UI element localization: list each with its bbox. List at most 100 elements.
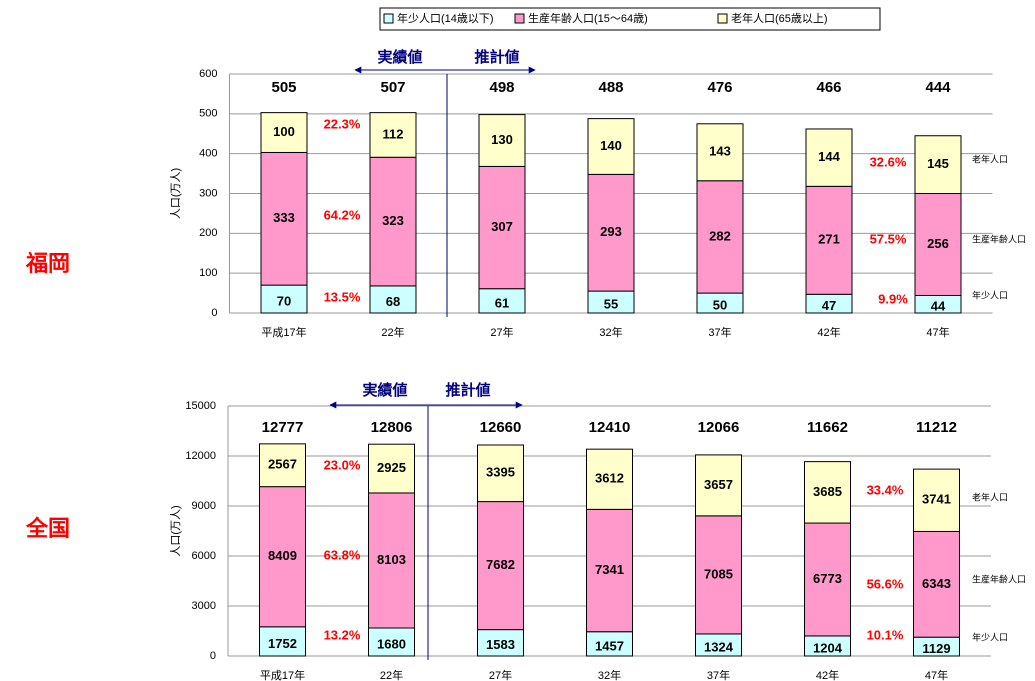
y-tick-label: 300 xyxy=(199,187,217,199)
total-label: 11662 xyxy=(807,419,848,436)
data-label: 112 xyxy=(383,126,404,141)
x-tick-label: 42年 xyxy=(816,668,839,681)
x-tick-label: 37年 xyxy=(708,325,731,339)
bar-segment xyxy=(696,180,744,294)
share-label: 32.6% xyxy=(870,154,907,169)
share-label: 64.2% xyxy=(324,207,361,222)
data-label: 3612 xyxy=(595,471,624,486)
data-label: 282 xyxy=(709,228,731,243)
side-label: 全国 xyxy=(25,516,70,541)
data-label: 8103 xyxy=(377,552,406,567)
data-label: 68 xyxy=(386,294,400,309)
legend-swatch xyxy=(717,13,728,24)
data-label: 8409 xyxy=(268,548,297,563)
bar-segment xyxy=(260,112,308,153)
data-label: 307 xyxy=(491,219,513,234)
bar-segment xyxy=(914,135,962,195)
y-tick-label: 400 xyxy=(199,148,217,160)
total-label: 11212 xyxy=(916,419,957,436)
y-tick-label: 200 xyxy=(199,227,217,239)
data-label: 3741 xyxy=(922,492,951,507)
share-label: 10.1% xyxy=(867,627,904,642)
bar-segment xyxy=(696,123,744,182)
bar-segment xyxy=(477,501,524,631)
bar-segment xyxy=(477,444,524,503)
segment-label: 年少人口 xyxy=(972,289,1008,300)
data-label: 3657 xyxy=(704,477,733,492)
bar-segment xyxy=(587,173,635,292)
data-label: 140 xyxy=(600,138,622,153)
data-label: 7341 xyxy=(595,562,624,577)
y-axis-label: 人口(万人) xyxy=(169,505,182,556)
total-label: 12066 xyxy=(698,419,740,436)
data-label: 1204 xyxy=(813,640,843,655)
segment-label: 老年人口 xyxy=(972,153,1008,164)
data-label: 44 xyxy=(931,299,946,314)
y-tick-label: 3000 xyxy=(192,600,216,612)
legend-label: 生産年齢人口(15～64歳) xyxy=(528,11,648,25)
bar-segment xyxy=(369,285,417,314)
data-label: 130 xyxy=(491,132,513,147)
data-label: 55 xyxy=(604,296,618,311)
bar-segment xyxy=(368,492,415,629)
data-label: 1583 xyxy=(486,637,515,652)
share-label: 13.5% xyxy=(324,289,361,304)
annotation: 実績値 xyxy=(362,381,407,399)
x-tick-label: 22年 xyxy=(381,325,404,339)
annotation: 推計値 xyxy=(445,381,490,399)
share-label: 9.9% xyxy=(878,291,908,306)
legend-label: 年少人口(14歳以下) xyxy=(397,11,494,25)
data-label: 50 xyxy=(713,297,727,312)
x-tick-label: 平成17年 xyxy=(261,325,306,339)
bar-segment xyxy=(913,468,960,532)
data-label: 333 xyxy=(273,210,295,225)
bar-segment xyxy=(259,443,306,488)
bar-segment xyxy=(804,522,851,637)
segment-label: 生産年齢人口 xyxy=(972,233,1026,244)
total-label: 12660 xyxy=(480,419,522,436)
data-label: 70 xyxy=(277,293,291,308)
x-tick-label: 47年 xyxy=(926,325,949,339)
bar-segment xyxy=(587,118,635,175)
x-tick-label: 42年 xyxy=(817,325,840,339)
y-axis-label: 人口(万人) xyxy=(169,168,182,219)
y-tick-label: 6000 xyxy=(192,550,216,562)
x-tick-label: 47年 xyxy=(925,668,948,681)
legend-swatch xyxy=(383,13,394,24)
total-label: 444 xyxy=(925,79,951,96)
data-label: 293 xyxy=(600,224,622,239)
bar-segment xyxy=(695,454,742,517)
bar-segment xyxy=(586,508,633,633)
segment-label: 生産年齢人口 xyxy=(972,573,1026,584)
x-tick-label: 22年 xyxy=(380,668,403,681)
x-tick-label: 27年 xyxy=(490,325,513,339)
share-label: 22.3% xyxy=(324,116,361,131)
data-label: 6343 xyxy=(922,576,951,591)
data-label: 271 xyxy=(818,232,840,247)
bar-segment xyxy=(260,284,308,314)
data-label: 144 xyxy=(818,149,840,164)
total-label: 466 xyxy=(816,79,841,96)
bar-segment xyxy=(586,448,633,510)
bar-segment xyxy=(259,486,306,628)
data-label: 256 xyxy=(927,236,949,251)
data-label: 143 xyxy=(709,144,731,159)
legend-swatch xyxy=(514,13,525,24)
data-label: 1457 xyxy=(595,638,624,653)
side-label: 福岡 xyxy=(25,251,70,276)
share-label: 13.2% xyxy=(324,627,361,642)
y-tick-label: 100 xyxy=(199,267,217,279)
segment-label: 老年人口 xyxy=(972,491,1008,502)
share-label: 23.0% xyxy=(324,457,361,472)
data-label: 7085 xyxy=(704,566,733,581)
share-label: 56.6% xyxy=(867,576,904,591)
bar-segment xyxy=(478,165,526,290)
bar-segment xyxy=(805,185,853,295)
data-label: 3685 xyxy=(813,484,842,499)
data-label: 7682 xyxy=(486,557,515,572)
data-label: 2567 xyxy=(268,457,297,472)
data-label: 145 xyxy=(927,156,949,171)
bar-segment xyxy=(804,461,851,524)
data-label: 100 xyxy=(273,124,295,139)
